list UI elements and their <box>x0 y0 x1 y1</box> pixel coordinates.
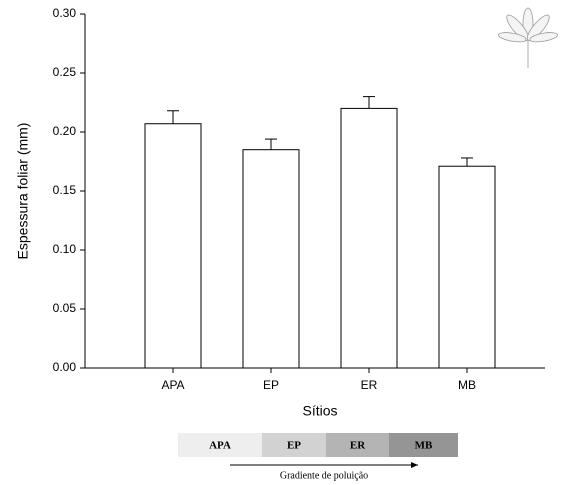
gradient-caption: Gradiente de poluição <box>280 470 368 481</box>
x-tick-label: MB <box>458 378 476 392</box>
y-tick-label: 0.15 <box>53 183 77 197</box>
y-tick-label: 0.25 <box>53 65 77 79</box>
leaf-icon <box>498 8 558 68</box>
x-tick-label: EP <box>263 378 279 392</box>
gradient-label: EP <box>287 440 301 452</box>
y-axis-label: Espessura foliar (mm) <box>15 123 31 260</box>
y-tick-label: 0.00 <box>53 360 77 374</box>
gradient-label: ER <box>350 440 366 452</box>
arrow-head <box>411 462 418 468</box>
x-tick-label: ER <box>361 378 378 392</box>
chart: Espessura foliar (mm) Sítios Gradiente d… <box>0 0 575 485</box>
y-tick-label: 0.05 <box>53 301 77 315</box>
gradient-label: MB <box>415 440 433 452</box>
gradient-label: APA <box>209 440 231 452</box>
page: Espessura foliar (mm) Sítios Gradiente d… <box>0 0 575 485</box>
bar <box>145 124 201 368</box>
y-tick-label: 0.30 <box>53 6 77 20</box>
y-tick-label: 0.20 <box>53 124 77 138</box>
x-axis-label: Sítios <box>302 403 337 419</box>
bar <box>341 108 397 368</box>
bar <box>243 150 299 368</box>
bar <box>439 166 495 368</box>
y-tick-label: 0.10 <box>53 242 77 256</box>
x-tick-label: APA <box>161 378 184 392</box>
